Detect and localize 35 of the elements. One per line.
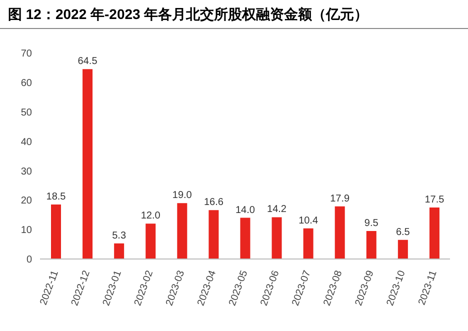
chart-title: 图 12：2022 年-2023 年各月北交所股权融资金额（亿元）	[0, 0, 468, 29]
y-tick-label: 50	[20, 107, 32, 118]
y-tick-label: 70	[20, 48, 32, 60]
bar	[366, 231, 376, 259]
y-tick-label: 40	[20, 136, 32, 148]
bar	[114, 243, 124, 259]
data-label: 14.2	[267, 204, 287, 216]
y-tick-label: 60	[20, 78, 32, 89]
bar	[146, 224, 156, 259]
bar	[272, 217, 282, 259]
y-tick-label: 10	[20, 225, 32, 236]
data-label: 17.9	[330, 193, 350, 204]
data-label: 16.6	[204, 197, 224, 208]
y-tick-label: 20	[20, 196, 32, 207]
data-label: 64.5	[78, 56, 98, 68]
bar	[429, 208, 440, 259]
bar	[177, 203, 188, 259]
data-label: 6.5	[396, 226, 410, 238]
bar	[303, 228, 314, 259]
bar	[240, 218, 250, 259]
bar	[82, 69, 93, 259]
data-label: 14.0	[235, 204, 256, 216]
data-label: 17.5	[424, 194, 445, 206]
data-label: 18.5	[46, 192, 66, 203]
data-label: 12.0	[140, 210, 161, 222]
data-label: 10.4	[298, 215, 318, 226]
data-label: 5.3	[112, 230, 126, 242]
y-tick-label: 30	[20, 166, 32, 178]
bar	[334, 206, 345, 259]
bar	[398, 240, 408, 259]
data-label: 19.0	[172, 190, 192, 202]
data-label: 9.5	[364, 218, 379, 230]
bar	[51, 204, 61, 259]
bar	[208, 210, 219, 259]
y-tick-label: 0	[26, 254, 32, 266]
